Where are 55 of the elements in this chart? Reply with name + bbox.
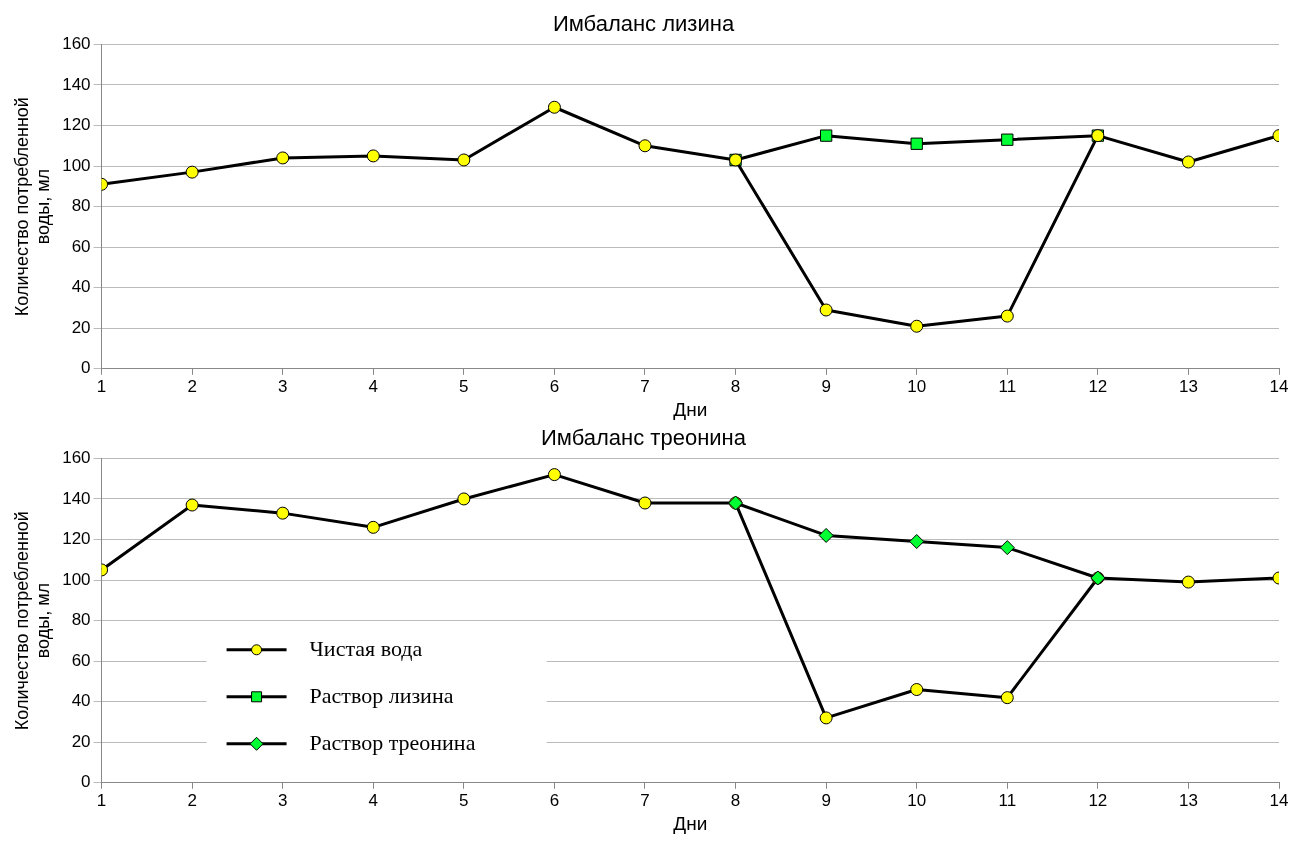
x-tick-label: 4 (368, 376, 379, 396)
x-tick-label: 8 (730, 376, 741, 396)
x-tick-label: 1 (96, 376, 107, 396)
x-tick-label: 3 (277, 790, 288, 810)
y-tick-label: 20 (71, 731, 91, 751)
y-tick-label: 100 (62, 569, 91, 589)
x-axis-title: Дни (673, 812, 708, 834)
x-tick-label: 11 (998, 790, 1017, 810)
x-tick-label: 5 (459, 790, 469, 810)
x-tick-label: 2 (187, 790, 197, 810)
y-tick-label: 140 (62, 74, 91, 94)
x-tick-label: 10 (907, 790, 927, 810)
y-tick-label: 120 (62, 115, 91, 135)
x-tick-label: 11 (998, 376, 1017, 396)
x-tick-label: 13 (1178, 376, 1198, 396)
x-tick-label: 1 (96, 790, 107, 810)
y-tick-label: 40 (71, 277, 91, 297)
x-tick-label: 9 (821, 376, 831, 396)
x-tick-label: 14 (1269, 790, 1289, 810)
y-tick-label: 20 (71, 317, 91, 337)
y-axis-title: Количество потребленной воды, мл (11, 511, 54, 731)
y-tick-label: 140 (62, 488, 91, 508)
chart-title: Имбаланс лизина (552, 11, 735, 37)
y-tick-label: 120 (62, 529, 91, 549)
y-tick-label: 40 (71, 691, 91, 711)
legend-label: Раствор лизина (309, 682, 454, 708)
y-axis-title: Количество потребленной воды, мл (11, 97, 54, 317)
chart-title: Имбаланс треонина (541, 425, 747, 451)
x-axis-title: Дни (673, 398, 708, 420)
y-tick-label: 0 (81, 358, 91, 378)
legend-label: Раствор треонина (309, 729, 476, 755)
y-tick-label: 80 (71, 196, 91, 216)
x-tick-label: 12 (1088, 790, 1108, 810)
x-tick-label: 8 (730, 790, 741, 810)
y-tick-label: 60 (71, 650, 91, 670)
y-tick-label: 160 (62, 34, 91, 54)
y-tick-label: 100 (62, 155, 91, 175)
x-tick-label: 2 (187, 376, 197, 396)
y-tick-label: 0 (81, 772, 91, 792)
x-tick-label: 13 (1178, 790, 1198, 810)
y-tick-label: 160 (62, 448, 91, 468)
x-tick-label: 7 (640, 790, 650, 810)
x-tick-label: 12 (1088, 376, 1108, 396)
x-tick-label: 14 (1269, 376, 1289, 396)
x-tick-label: 7 (640, 376, 650, 396)
x-tick-label: 6 (549, 790, 560, 810)
x-tick-label: 9 (821, 790, 831, 810)
x-tick-label: 4 (368, 790, 379, 810)
x-tick-label: 6 (549, 376, 560, 396)
y-tick-label: 80 (71, 610, 91, 630)
x-tick-label: 3 (277, 376, 288, 396)
x-tick-label: 5 (459, 376, 469, 396)
x-tick-label: 10 (907, 376, 927, 396)
legend-label: Чистая вода (309, 635, 423, 661)
y-tick-label: 60 (71, 236, 91, 256)
